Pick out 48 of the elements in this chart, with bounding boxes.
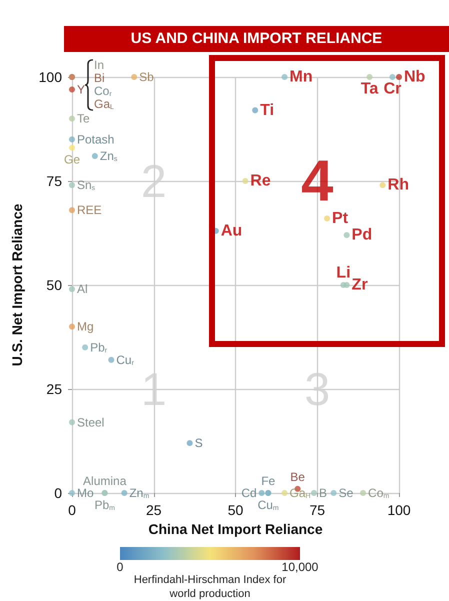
data-label: Ge — [64, 152, 80, 167]
x-axis-title: China Net Import Reliance — [148, 520, 323, 537]
y-tick-label: 50 — [46, 277, 62, 293]
data-label: Alumina — [83, 474, 127, 488]
data-label: Pd — [352, 226, 372, 244]
annotation: 4 — [301, 148, 334, 214]
data-label: Mg — [77, 320, 94, 334]
data-label: Se — [338, 486, 354, 500]
data-label: In — [94, 58, 104, 72]
data-label: Cd — [241, 486, 257, 500]
data-label: Cr — [384, 80, 402, 98]
data-label: Ta — [360, 80, 378, 98]
data-label: Potash — [77, 132, 114, 146]
data-label: Li — [336, 264, 351, 282]
data-label: Bi — [94, 71, 105, 85]
data-label: S — [194, 436, 203, 450]
color-bar-label: 0 — [116, 560, 124, 574]
y-tick-label: 75 — [46, 173, 62, 189]
data-label: Fe — [261, 474, 276, 488]
data-label: Zr — [352, 276, 368, 294]
data-label: Pt — [332, 210, 349, 227]
chart-title: US AND CHINA IMPORT RELIANCE — [64, 26, 449, 52]
y-tick-label: 25 — [46, 381, 62, 397]
data-label: Be — [290, 470, 306, 484]
data-label: Re — [250, 172, 271, 190]
data-label: Y — [77, 82, 86, 96]
data-label: Te — [77, 112, 90, 126]
data-label: Mn — [290, 68, 313, 86]
x-tick-label: 0 — [68, 502, 76, 518]
data-label: B — [318, 486, 327, 500]
y-tick-label: 0 — [54, 485, 62, 501]
data-label: Mo — [77, 486, 94, 500]
data-label: Nb — [404, 68, 426, 86]
data-label: REE — [77, 203, 102, 218]
y-axis-title: U.S. Net Import Reliance — [9, 203, 25, 366]
x-tick-label: 100 — [387, 502, 411, 518]
data-label: Steel — [77, 415, 104, 430]
data-label: Au — [220, 222, 242, 240]
data-label: Sb — [139, 70, 154, 84]
data-label: Rh — [388, 176, 409, 194]
data-label: Ti — [260, 102, 274, 119]
y-tick-label: 100 — [38, 69, 62, 85]
x-tick-label: 50 — [228, 502, 244, 518]
x-tick-label: 25 — [146, 502, 162, 518]
data-label: Al — [77, 282, 88, 296]
x-tick-label: 75 — [309, 502, 326, 518]
color-bar-label: 10,000 — [282, 560, 318, 574]
color-bar-title: Herfindahl-Hirschman Index for world production — [132, 573, 288, 601]
